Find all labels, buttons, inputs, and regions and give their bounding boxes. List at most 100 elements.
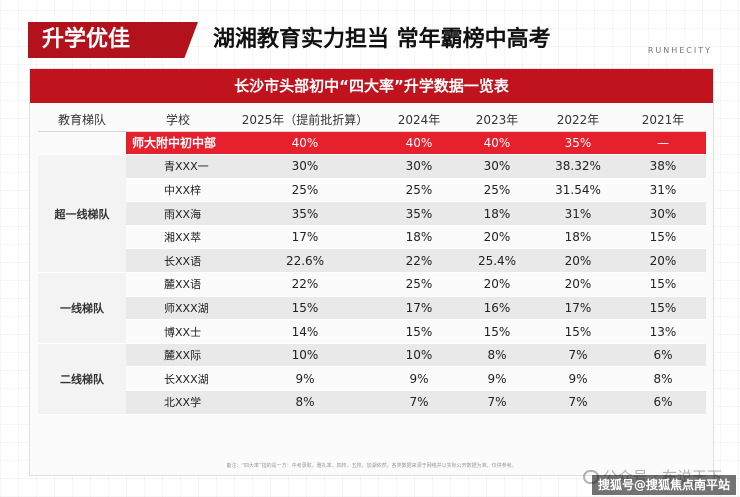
school-name: 师XXX湖 xyxy=(126,296,230,321)
school-name: 雨XX海 xyxy=(126,201,230,226)
value-cell: 35% xyxy=(230,201,380,226)
school-name: 麓XX语 xyxy=(126,272,230,297)
tier-cell: 二线梯队 xyxy=(38,343,126,415)
tier-cell: 超一线梯队 xyxy=(38,154,126,274)
school-name: 麓XX际 xyxy=(126,343,230,368)
value-cell: 10% xyxy=(380,343,458,368)
value-cell: 15% xyxy=(620,272,706,297)
value-cell: 16% xyxy=(458,296,536,321)
brand-text: RUNHECITY xyxy=(647,46,712,55)
value-cell: 7% xyxy=(536,390,620,415)
column-header: 2023年 xyxy=(458,109,536,132)
value-cell: 18% xyxy=(380,225,458,250)
header-badge: 升学优佳 xyxy=(28,22,198,58)
value-cell: 17% xyxy=(230,225,380,250)
value-cell: 30% xyxy=(620,201,706,226)
value-cell: 25% xyxy=(230,178,380,203)
column-header: 学校 xyxy=(126,109,230,132)
table-row: 北XX学 8% 7% 7% 7% 6% xyxy=(38,390,706,415)
value-cell: 9% xyxy=(230,366,380,392)
value-cell: 40% xyxy=(230,131,380,156)
table-row: 师XXX湖 15% 17% 16% 17% 15% xyxy=(38,296,706,321)
value-cell: 25% xyxy=(458,178,536,203)
school-name: 师大附中初中部 xyxy=(126,131,230,156)
school-name: 北XX学 xyxy=(126,390,230,415)
value-cell: 31.54% xyxy=(536,178,620,203)
value-cell: 15% xyxy=(230,296,380,321)
value-cell: 25% xyxy=(380,178,458,203)
value-cell: 20% xyxy=(458,225,536,250)
value-cell: 31% xyxy=(536,201,620,226)
value-cell: 15% xyxy=(380,319,458,344)
value-cell: 40% xyxy=(458,131,536,156)
column-header: 2024年 xyxy=(380,109,458,132)
school-name: 长XX语 xyxy=(126,248,230,274)
value-cell: 31% xyxy=(620,178,706,203)
value-cell: 40% xyxy=(380,131,458,156)
value-cell: 7% xyxy=(380,390,458,415)
value-cell: 7% xyxy=(458,390,536,415)
school-name: 博XX士 xyxy=(126,319,230,344)
school-name: 长XXX湖 xyxy=(126,366,230,392)
value-cell: 20% xyxy=(620,248,706,274)
table-row: 博XX士 14% 15% 15% 15% 13% xyxy=(38,319,706,344)
value-cell: 7% xyxy=(536,343,620,368)
tier-cell: 一线梯队 xyxy=(38,272,126,344)
table-row: 一线梯队 麓XX语 22% 25% 20% 20% 15% xyxy=(38,272,706,344)
value-cell: 6% xyxy=(620,343,706,368)
value-cell: 22% xyxy=(230,272,380,297)
value-cell: 13% xyxy=(620,319,706,344)
table-row: 长XXX湖 9% 9% 9% 9% 8% xyxy=(38,366,706,392)
table-row: 二线梯队 麓XX际 10% 10% 8% 7% 6% xyxy=(38,343,706,415)
tier-cell xyxy=(38,131,126,156)
column-header: 2022年 xyxy=(536,109,620,132)
highlight-row: 师大附中初中部 40% 40% 40% 35% — xyxy=(38,131,706,156)
page-header: 升学优佳 湖湘教育实力担当 常年霸榜中高考 RUNHECITY xyxy=(28,20,718,60)
table-row: 长XX语 22.6% 22% 25.4% 20% 20% xyxy=(38,248,706,274)
column-header: 2021年 xyxy=(620,109,706,132)
value-cell: 35% xyxy=(536,131,620,156)
value-cell: 8% xyxy=(458,343,536,368)
value-cell: 20% xyxy=(536,272,620,297)
table-row: 超一线梯队 青XXX一 30% 30% 30% 38.32% 38% xyxy=(38,154,706,274)
school-name: 湘XX萃 xyxy=(126,225,230,250)
value-cell: — xyxy=(620,131,706,156)
value-cell: 22% xyxy=(380,248,458,274)
value-cell: 38% xyxy=(620,154,706,179)
table-row: 湘XX萃 17% 18% 20% 18% 15% xyxy=(38,225,706,250)
value-cell: 30% xyxy=(230,154,380,179)
value-cell: 6% xyxy=(620,390,706,415)
table-row: 雨XX海 35% 35% 18% 31% 30% xyxy=(38,201,706,226)
admission-table: 教育梯队 学校 2025年（提前批折算） 2024年 2023年 2022年 2021年 师… xyxy=(38,109,706,415)
value-cell: 15% xyxy=(620,225,706,250)
value-cell: 9% xyxy=(380,366,458,392)
column-header: 2025年（提前批折算） xyxy=(230,109,380,132)
value-cell: 35% xyxy=(380,201,458,226)
data-table-card: 长沙市头部初中“四大率”升学数据一览表 教育梯队 学校 2025年（提前批折算） 20… xyxy=(29,68,714,476)
value-cell: 30% xyxy=(458,154,536,179)
value-cell: 9% xyxy=(458,366,536,392)
value-cell: 22.6% xyxy=(230,248,380,274)
value-cell: 17% xyxy=(536,296,620,321)
value-cell: 8% xyxy=(230,390,380,415)
source-credit: 搜狐号@搜狐焦点南平站 xyxy=(591,475,736,495)
value-cell: 15% xyxy=(536,319,620,344)
value-cell: 20% xyxy=(458,272,536,297)
column-header: 教育梯队 xyxy=(38,109,126,132)
value-cell: 15% xyxy=(458,319,536,344)
value-cell: 17% xyxy=(380,296,458,321)
table-title: 长沙市头部初中“四大率”升学数据一览表 xyxy=(30,69,713,103)
value-cell: 18% xyxy=(536,225,620,250)
value-cell: 25% xyxy=(380,272,458,297)
footnote: 备注：“四大率”指的是一方：中考录取，雅礼率、四校、五校，加湖依然，各类数据来源… xyxy=(226,463,517,469)
table-row: 中XX梓 25% 25% 25% 31.54% 31% xyxy=(38,178,706,203)
value-cell: 8% xyxy=(620,366,706,392)
value-cell: 20% xyxy=(536,248,620,274)
value-cell: 18% xyxy=(458,201,536,226)
value-cell: 38.32% xyxy=(536,154,620,179)
school-name: 中XX梓 xyxy=(126,178,230,203)
value-cell: 9% xyxy=(536,366,620,392)
headline: 湖湘教育实力担当 常年霸榜中高考 xyxy=(213,27,551,52)
value-cell: 25.4% xyxy=(458,248,536,274)
value-cell: 10% xyxy=(230,343,380,368)
